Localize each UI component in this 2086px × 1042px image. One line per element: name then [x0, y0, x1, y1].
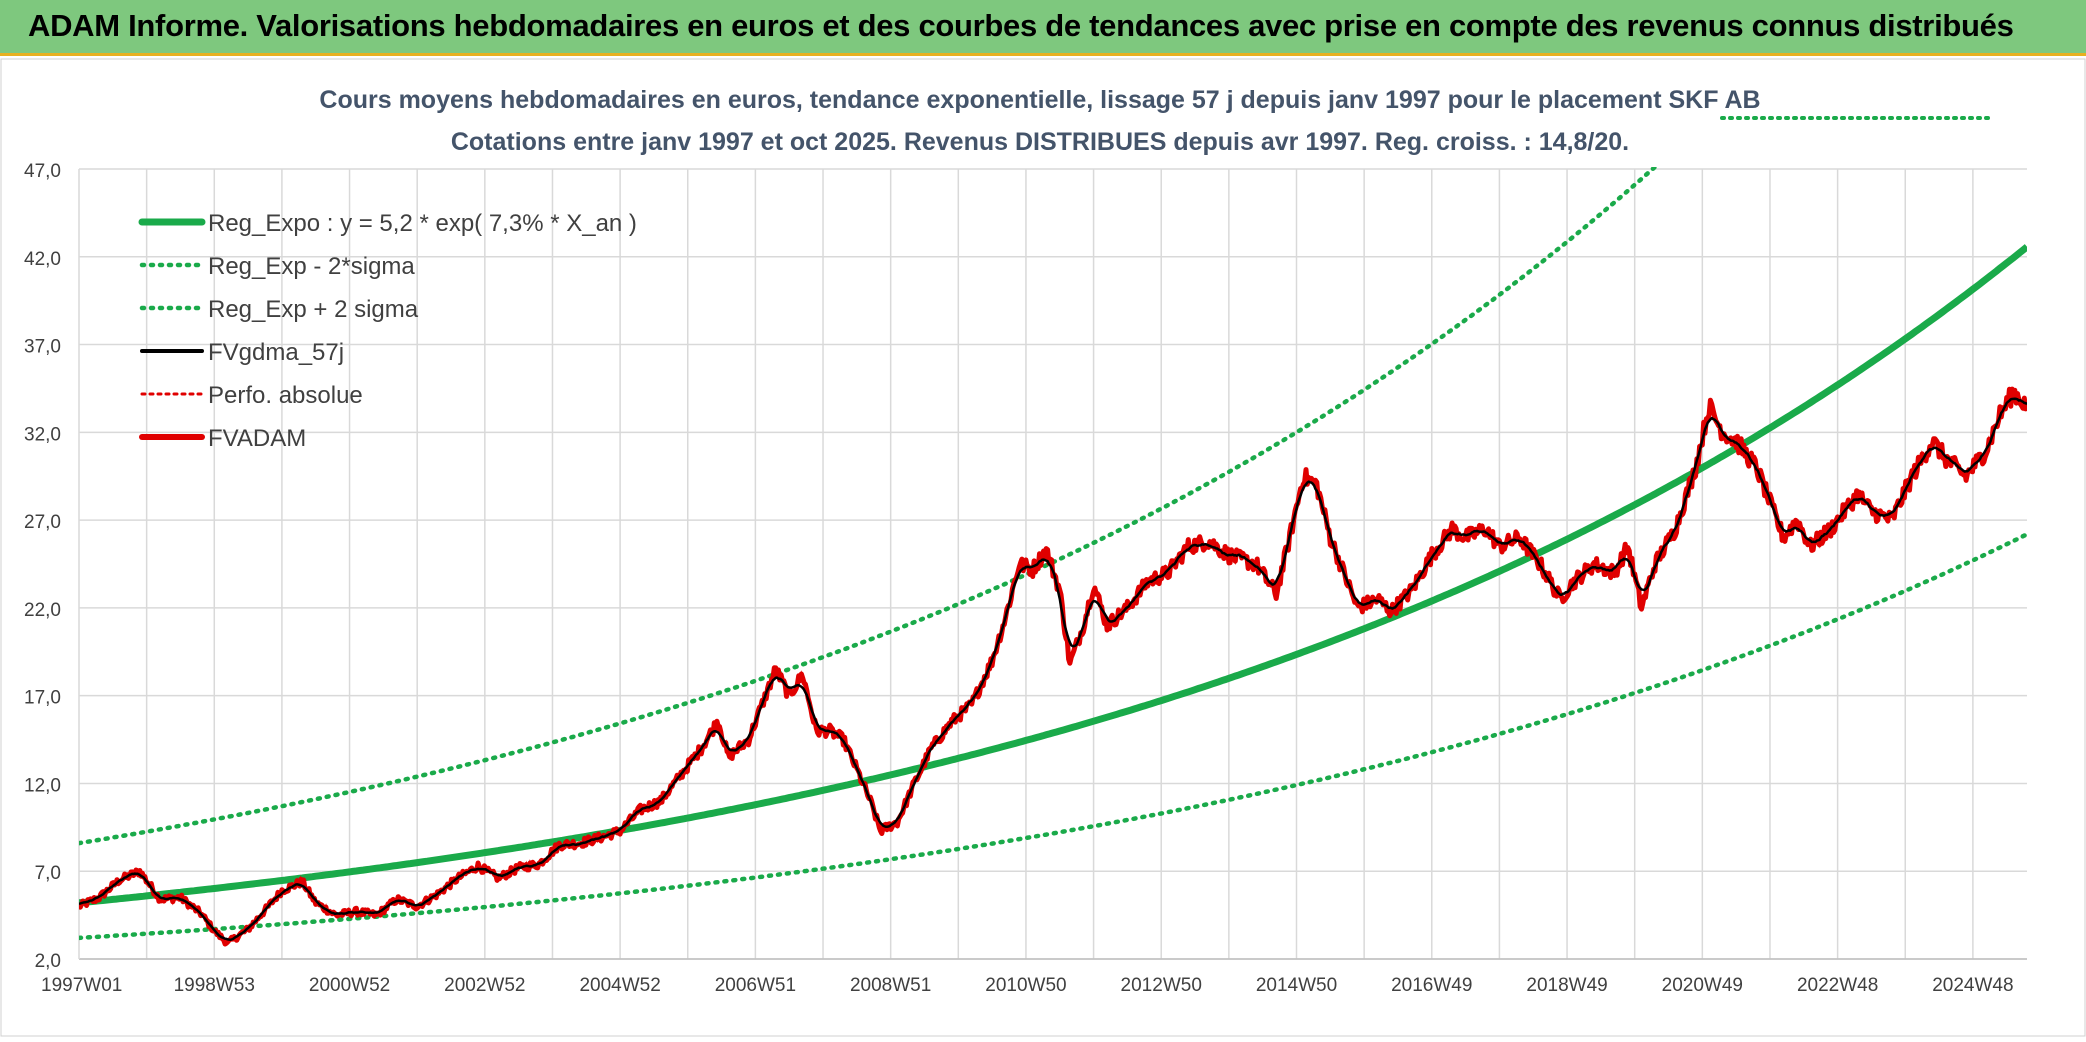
- x-tick-label: 2012W50: [1121, 975, 1202, 996]
- chart-title: Cours moyens hebdomadaires en euros, ten…: [319, 86, 1760, 114]
- y-tick-label: 17,0: [24, 688, 61, 709]
- reg-expo-line: [79, 244, 2027, 907]
- x-tick-label: 1998W53: [174, 975, 255, 996]
- x-tick-label: 2016W49: [1391, 975, 1472, 996]
- y-tick-label: 32,0: [24, 424, 61, 445]
- fvgdma-57j-line: [79, 397, 2027, 942]
- legend-label: Reg_Exp + 2 sigma: [208, 296, 419, 323]
- y-tick-label: 2,0: [35, 951, 61, 972]
- chart-border: [0, 58, 2086, 1037]
- x-tick-label: 2002W52: [444, 975, 525, 996]
- x-tick-label: 2018W49: [1526, 975, 1607, 996]
- axes: 2,0 7,0 12,0 17,0 22,0 27,0 32,0 37,0 42,0 47,0 19…: [24, 161, 2027, 996]
- x-tick-label: 2004W52: [579, 975, 660, 996]
- x-tick-label: 2022W48: [1797, 975, 1878, 996]
- reg-exp-minus-2sigma-line: [79, 532, 2027, 941]
- legend-label: Perfo. absolue: [208, 382, 363, 409]
- legend-label: Reg_Expo : y = 5,2 * exp( 7,3% * X_an ): [208, 210, 637, 237]
- legend-label: FVgdma_57j: [208, 339, 344, 366]
- chart-svg: Cours moyens hebdomadaires en euros, ten…: [0, 58, 2086, 1037]
- y-tick-label: 47,0: [24, 161, 61, 182]
- y-tick-label: 42,0: [24, 249, 61, 270]
- y-tick-label: 22,0: [24, 600, 61, 621]
- x-tick-label: 2014W50: [1256, 975, 1337, 996]
- plot-area: [79, 167, 2027, 947]
- x-tick-label: 2020W49: [1662, 975, 1743, 996]
- grid: [79, 168, 2027, 960]
- x-tick-label: 1997W01: [41, 975, 122, 996]
- legend: Reg_Expo : y = 5,2 * exp( 7,3% * X_an ) R…: [138, 210, 637, 452]
- x-tick-label: 2000W52: [309, 975, 390, 996]
- chart-subtitle: Cotations entre janv 1997 et oct 2025. R…: [451, 128, 1629, 156]
- legend-label: Reg_Exp - 2*sigma: [208, 253, 415, 280]
- x-tick-label: 2024W48: [1932, 975, 2013, 996]
- banner-title: ADAM Informe. Valorisations hebdomadaire…: [28, 8, 2014, 43]
- y-tick-label: 12,0: [24, 775, 61, 796]
- x-tick-label: 2010W50: [985, 975, 1066, 996]
- x-tick-label: 2008W51: [850, 975, 931, 996]
- chart-frame: Cours moyens hebdomadaires en euros, ten…: [0, 58, 2086, 1037]
- y-tick-label: 37,0: [24, 337, 61, 358]
- y-tick-label: 7,0: [35, 863, 61, 884]
- title-banner: ADAM Informe. Valorisations hebdomadaire…: [0, 0, 2086, 56]
- legend-label: FVADAM: [208, 425, 306, 452]
- x-tick-label: 2006W51: [715, 975, 796, 996]
- y-tick-label: 27,0: [24, 512, 61, 533]
